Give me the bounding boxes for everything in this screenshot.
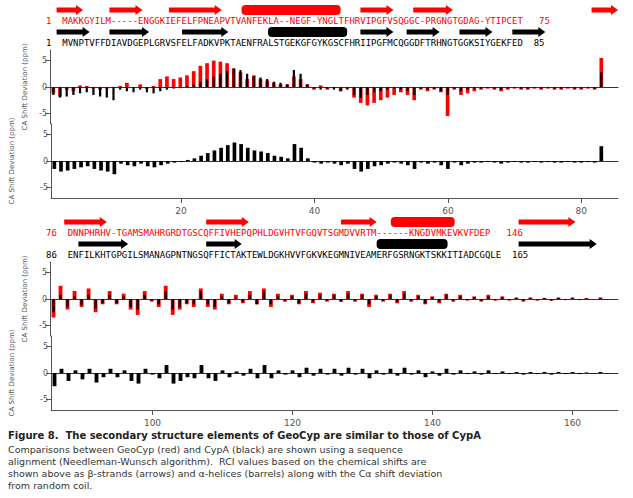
- svg-text:from random coil.: from random coil.: [8, 480, 92, 491]
- svg-text:CA Shift Deviation (ppm): CA Shift Deviation (ppm): [21, 255, 29, 342]
- svg-text:-5: -5: [40, 183, 48, 192]
- svg-text:-5: -5: [39, 109, 47, 118]
- svg-text:40: 40: [309, 206, 321, 216]
- svg-text:120: 120: [284, 418, 301, 428]
- svg-text:100: 100: [144, 418, 161, 428]
- svg-text:1 MVNPTVFFDIAVDGEPLGRVSFELFAD: 1 MVNPTVFFDIAVDGEPLGRVSFELFADKVPKTAENFRA…: [46, 38, 545, 48]
- svg-text:76 DNNPHRHV-TGAMSMAHRGRDTGSCQ: 76 DNNPHRHV-TGAMSMAHRGRDTGSCQFFIVHEPQPHL…: [46, 228, 523, 238]
- svg-text:shown above as β-strands (arro: shown above as β-strands (arrows) and α-…: [8, 468, 442, 479]
- svg-text:0: 0: [43, 157, 48, 166]
- svg-text:Figure 8. The secondary struc: Figure 8. The secondary structure elemen…: [8, 430, 481, 441]
- svg-text:5: 5: [43, 342, 48, 351]
- svg-text:0: 0: [42, 295, 47, 304]
- svg-text:86 ENFILKHTGPGILSMANAGPNTNGSQ: 86 ENFILKHTGPGILSMANAGPNTNGSQFFICTAKTEWL…: [46, 250, 528, 260]
- svg-text:0: 0: [43, 369, 48, 378]
- svg-text:alignment (Needleman-Wunsch al: alignment (Needleman-Wunsch algorithm). …: [8, 456, 426, 467]
- svg-text:-5: -5: [39, 321, 47, 330]
- svg-text:20: 20: [175, 206, 187, 216]
- svg-text:5: 5: [42, 268, 47, 277]
- svg-text:5: 5: [42, 56, 47, 65]
- svg-text:5: 5: [43, 130, 48, 139]
- svg-text:Comparisons between GeoCyp (re: Comparisons between GeoCyp (red) and Cyp…: [8, 444, 403, 455]
- svg-text:-5: -5: [40, 395, 48, 404]
- svg-text:1 MAKKGYILM-----ENGGKIEFELFPN: 1 MAKKGYILM-----ENGGKIEFELFPNEAPVTVANFEK…: [46, 16, 550, 26]
- svg-text:80: 80: [576, 206, 588, 216]
- svg-text:160: 160: [564, 418, 581, 428]
- svg-text:CA Shift Deviation (ppm): CA Shift Deviation (ppm): [8, 329, 16, 416]
- svg-text:0: 0: [42, 83, 47, 92]
- svg-text:CA Shift Deviation (ppm): CA Shift Deviation (ppm): [8, 117, 16, 204]
- svg-text:CA Shift Deviation (ppm): CA Shift Deviation (ppm): [21, 43, 29, 130]
- svg-text:140: 140: [424, 418, 441, 428]
- svg-text:60: 60: [442, 206, 454, 216]
